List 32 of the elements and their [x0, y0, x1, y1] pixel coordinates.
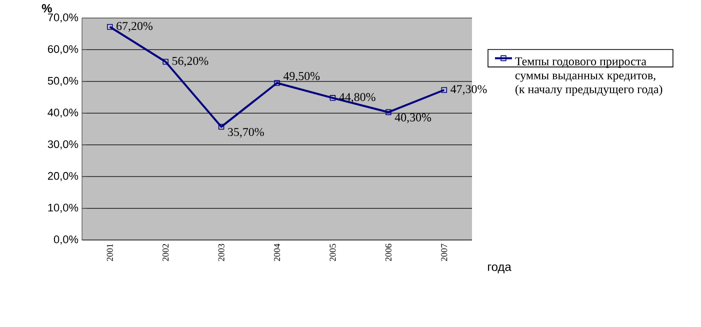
- y-tick-label: 40,0%: [48, 108, 78, 118]
- y-tick-label: 50,0%: [48, 76, 78, 86]
- point: [218, 124, 224, 130]
- y-axis-title: %: [42, 4, 52, 12]
- data-label: 40,30%: [394, 113, 432, 124]
- x-tick-label: 2003: [218, 244, 224, 262]
- point: [274, 80, 280, 86]
- y-tick-label: 70,0%: [48, 13, 78, 23]
- legend-label: Темпы годового прироста суммы выданных кредитов, (к началу предыдущего года): [515, 57, 662, 96]
- point: [330, 95, 336, 101]
- point: [441, 87, 448, 93]
- point: [162, 58, 168, 65]
- y-tick-label: 10,0%: [48, 204, 78, 213]
- data-label: 44,80%: [339, 93, 376, 103]
- x-tick-label: 2001: [106, 244, 113, 262]
- x-tick-label: 2002: [162, 244, 169, 262]
- y-tick-label: 60,0%: [48, 45, 78, 54]
- data-label: 56,20%: [172, 56, 208, 67]
- data-label: 35,70%: [228, 128, 264, 138]
- x-tick-label: 2004: [274, 244, 280, 262]
- y-tick-label: 20,0%: [48, 172, 78, 182]
- point: [106, 24, 113, 30]
- x-axis-title: года: [488, 264, 512, 274]
- x-tick-label: 2006: [385, 244, 392, 262]
- x-tick-label: 2007: [441, 244, 448, 262]
- x-tick-label: 2005: [330, 244, 336, 262]
- y-tick-label: 30,0%: [48, 140, 78, 150]
- data-label: 47,30%: [450, 85, 487, 95]
- point: [386, 109, 392, 116]
- data-label: 49,50%: [283, 72, 320, 82]
- data-label: 67,20%: [116, 22, 153, 32]
- y-tick-label: 0,0%: [54, 235, 78, 245]
